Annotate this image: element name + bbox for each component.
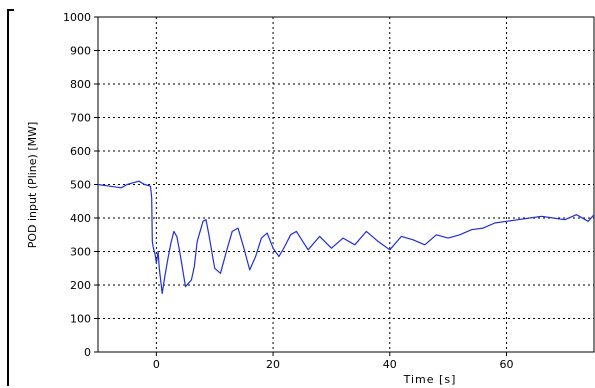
y-tick-label: 700 <box>70 112 91 125</box>
series-layer <box>97 180 595 294</box>
y-tick-label: 300 <box>70 246 91 259</box>
y-tick-label: 400 <box>70 212 91 225</box>
y-tick-label: 100 <box>70 313 91 326</box>
y-tick-label: 900 <box>70 45 91 58</box>
x-tick-label: 0 <box>153 358 160 371</box>
grid <box>98 17 594 352</box>
y-tick-label: 500 <box>70 179 91 192</box>
y-tick-label: 0 <box>84 346 91 359</box>
y-axis-label: POD input (Pline) [MW] <box>26 122 39 249</box>
y-tick-label: 200 <box>70 279 91 292</box>
left-bracket <box>7 9 14 386</box>
series-line <box>97 180 595 294</box>
y-axis-ticks: 0 100 200 300 400 500 600 700 800 900 1000 <box>63 11 98 359</box>
y-tick-label: 600 <box>70 145 91 158</box>
x-tick-label: 20 <box>266 358 280 371</box>
x-axis-ticks: 0 20 40 60 <box>153 352 513 371</box>
x-tick-label: 60 <box>499 358 513 371</box>
x-axis-label: Time [s] <box>403 373 457 386</box>
y-tick-label: 800 <box>70 78 91 91</box>
x-tick-label: 40 <box>383 358 397 371</box>
y-tick-label: 1000 <box>63 11 91 24</box>
